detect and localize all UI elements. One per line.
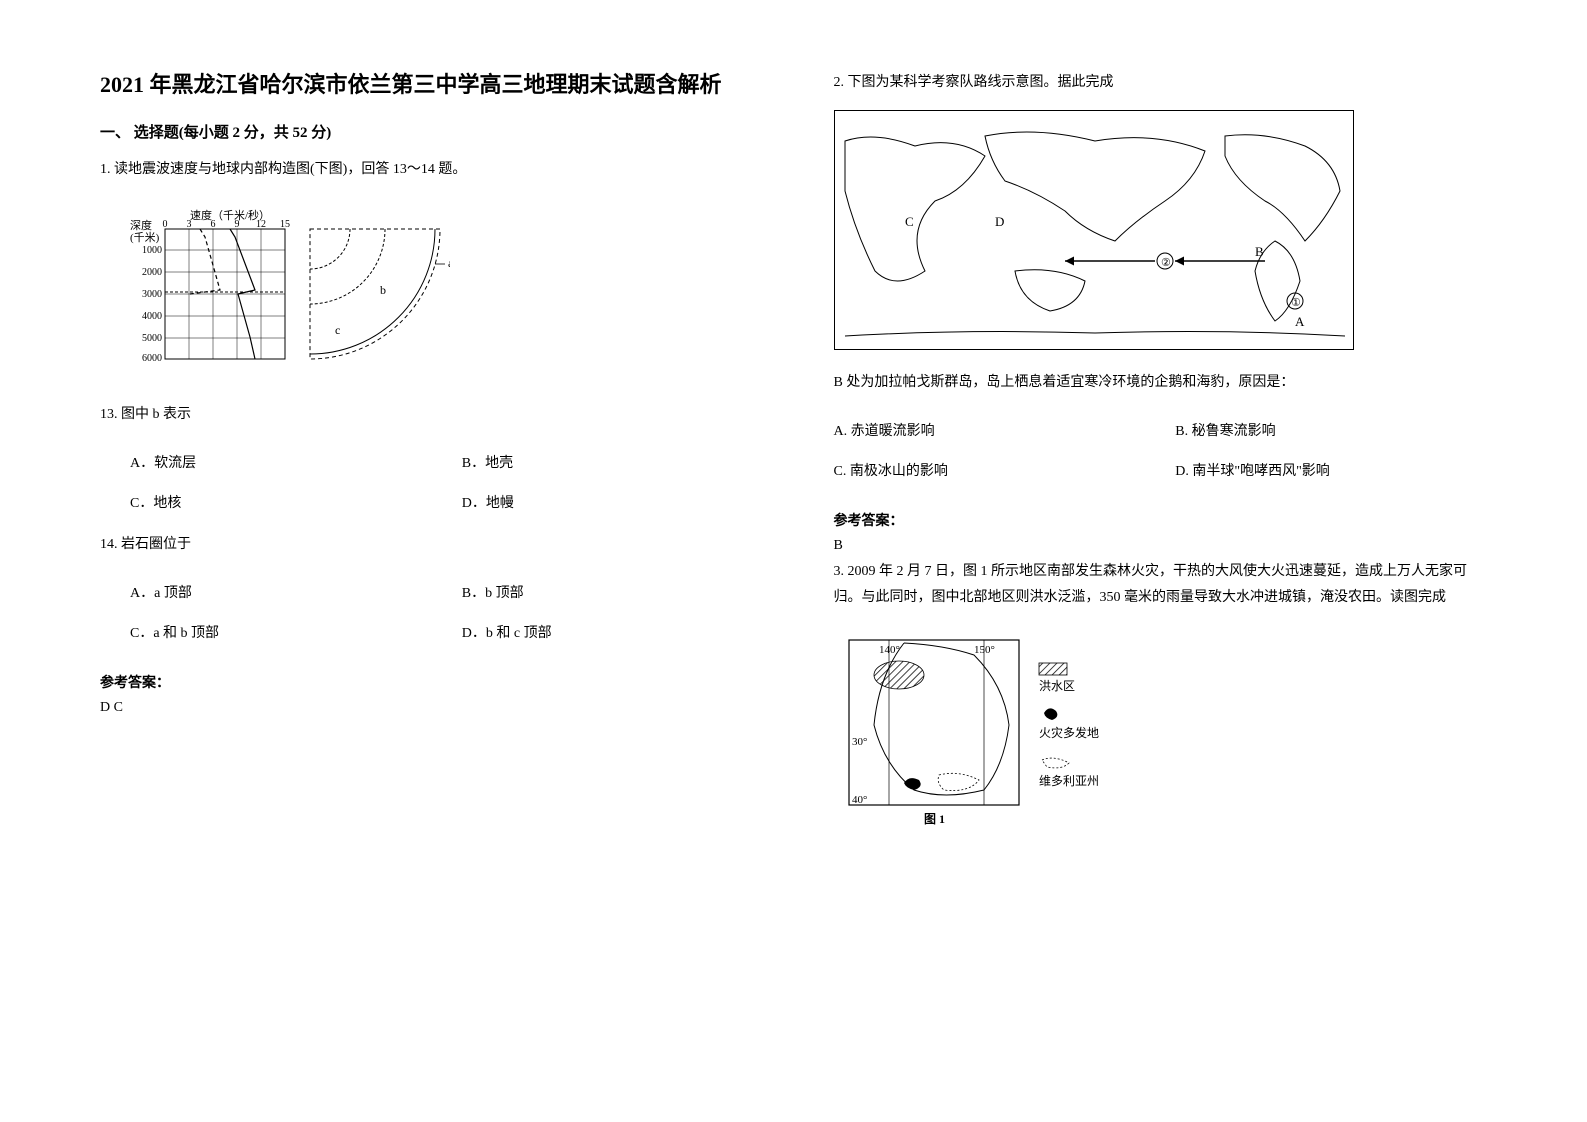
legend-fire: 火灾多发地 (1039, 725, 1099, 740)
continent-antarctica (845, 332, 1345, 336)
q2-text: B 处为加拉帕戈斯群岛，岛上栖息着适宜寒冷环境的企鹅和海豹，原因是： (834, 370, 1488, 395)
right-column: 2. 下图为某科学考察队路线示意图。据此完成 C D ② B (834, 70, 1488, 1052)
map-label-a: A (1295, 314, 1305, 329)
flood-area (874, 661, 924, 689)
q1-13-opt-c: C．地核 (130, 492, 422, 512)
q2-opt-c: C. 南极冰山的影响 (834, 460, 1146, 480)
q1-13-opt-a: A．软流层 (130, 452, 422, 472)
left-column: 2021 年黑龙江省哈尔滨市依兰第三中学高三地理期末试题含解析 一、 选择题(每… (100, 70, 754, 1052)
continent-asia (985, 132, 1205, 241)
ytick-4000: 4000 (142, 311, 162, 322)
australia-map-svg: 140° 150° 30° 40° 洪水区 火灾多发地 (844, 635, 1164, 825)
q2-map: C D ② B ① A (834, 110, 1354, 350)
q1-13-opt-d: D．地幔 (462, 492, 754, 512)
ytick-6000: 6000 (142, 353, 162, 364)
arc-outer (310, 229, 440, 359)
q2-answer-label: 参考答案： (834, 510, 1488, 530)
q1-sub13-options: A．软流层 B．地壳 C．地核 D．地幔 (130, 452, 754, 512)
s-wave-line (190, 229, 220, 294)
xtick-3: 3 (187, 219, 192, 230)
seismic-chart-svg: 速度（千米/秒） 深度 (千米) 0 3 6 9 12 15 1000 2000… (130, 207, 450, 377)
xtick-15: 15 (280, 219, 290, 230)
continent-australia (1015, 270, 1085, 311)
map-label-2: ② (1161, 257, 1171, 269)
legend-flood: 洪水区 (1039, 679, 1075, 693)
q1-answer: D C (100, 700, 754, 716)
q2-opt-b: B. 秘鲁寒流影响 (1175, 420, 1487, 440)
ytick-3000: 3000 (142, 289, 162, 300)
map-label-1: ① (1291, 297, 1301, 309)
q1-figure: 速度（千米/秒） 深度 (千米) 0 3 6 9 12 15 1000 2000… (130, 207, 754, 382)
q1-14-opt-b: B．b 顶部 (462, 582, 754, 602)
section-1-header: 一、 选择题(每小题 2 分，共 52 分) (100, 121, 754, 142)
map-caption: 图 1 (924, 812, 945, 825)
legend-flood-icon (1039, 663, 1067, 675)
q1-14-opt-c: C．a 和 b 顶部 (130, 622, 422, 642)
map-label-c: C (905, 214, 914, 229)
earth-arc-group: a b c (310, 229, 450, 359)
xtick-0: 0 (163, 219, 168, 230)
arc-label-b: b (380, 283, 386, 297)
q1-intro: 1. 读地震波速度与地球内部构造图(下图)，回答 13～14 题。 (100, 157, 754, 182)
q2-opt-d: D. 南半球"咆哮西风"影响 (1175, 460, 1487, 480)
ytick-5000: 5000 (142, 333, 162, 344)
q3-intro: 3. 2009 年 2 月 7 日，图 1 所示地区南部发生森林火灾，干热的大风… (834, 559, 1488, 609)
world-map-svg: C D ② B ① A (835, 111, 1355, 351)
map-label-b: B (1255, 244, 1264, 259)
q1-sub13-text: 13. 图中 b 表示 (100, 402, 754, 427)
chart-ylabel-1: 深度 (130, 218, 152, 232)
xtick-9: 9 (235, 219, 240, 230)
q1-14-opt-d: D．b 和 c 顶部 (462, 622, 754, 642)
continent-africa-europe (845, 137, 985, 281)
continent-namerica (1225, 135, 1340, 241)
q1-sub14-text: 14. 岩石圈位于 (100, 532, 754, 557)
legend-victoria: 维多利亚州 (1039, 774, 1099, 788)
fire-marker (904, 778, 921, 790)
page-title: 2021 年黑龙江省哈尔滨市依兰第三中学高三地理期末试题含解析 (100, 70, 754, 101)
arc-label-a: a (448, 256, 450, 270)
victoria-outline (938, 773, 979, 790)
legend-fire-icon (1044, 708, 1057, 720)
lon-150: 150° (974, 644, 995, 656)
arc-b (310, 229, 385, 304)
q1-sub14-options: A．a 顶部 B．b 顶部 C．a 和 b 顶部 D．b 和 c 顶部 (130, 582, 754, 642)
xtick-12: 12 (256, 219, 266, 230)
arc-a (310, 229, 435, 354)
legend-victoria-icon (1042, 758, 1069, 768)
chart-ylabel-2: (千米) (130, 231, 160, 244)
q3-map: 140° 150° 30° 40° 洪水区 火灾多发地 (844, 635, 1488, 830)
q1-13-opt-b: B．地壳 (462, 452, 754, 472)
ytick-2000: 2000 (142, 267, 162, 278)
q2-options: A. 赤道暖流影响 B. 秘鲁寒流影响 C. 南极冰山的影响 D. 南半球"咆哮… (834, 420, 1488, 480)
xtick-6: 6 (211, 219, 216, 230)
map-label-d: D (995, 214, 1004, 229)
q1-14-opt-a: A．a 顶部 (130, 582, 422, 602)
q2-answer: B (834, 538, 1488, 554)
lat-30: 30° (852, 736, 867, 748)
lat-40: 40° (852, 794, 867, 806)
arc-label-c: c (335, 323, 340, 337)
q2-intro: 2. 下图为某科学考察队路线示意图。据此完成 (834, 70, 1488, 95)
q2-opt-a: A. 赤道暖流影响 (834, 420, 1146, 440)
arc-c (310, 229, 350, 269)
ytick-1000: 1000 (142, 245, 162, 256)
q1-answer-label: 参考答案： (100, 672, 754, 692)
